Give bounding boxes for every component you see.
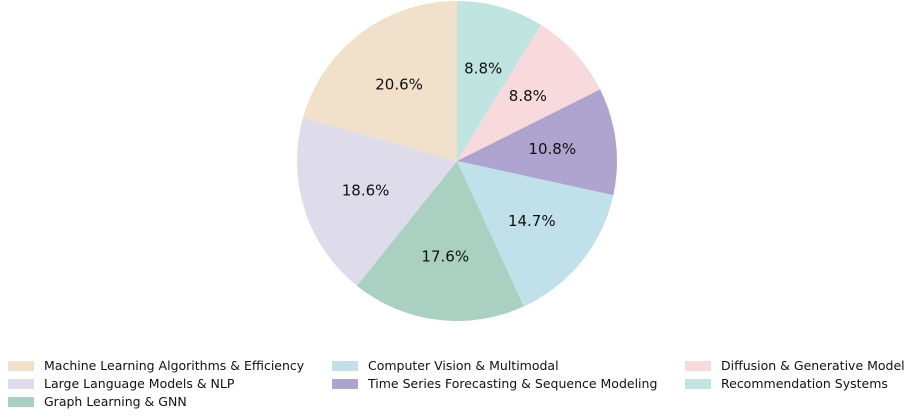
- legend-swatch: [685, 360, 711, 371]
- pie-slice-label-4: 17.6%: [421, 247, 469, 265]
- pie-slice-2: [457, 89, 617, 196]
- legend-swatch: [332, 360, 358, 371]
- pie-slice-0: [457, 1, 542, 161]
- legend-item-ml-algorithms: Machine Learning Algorithms & Efficiency: [8, 357, 304, 374]
- pie-slice-3: [457, 161, 614, 307]
- legend-item-time-series: Time Series Forecasting & Sequence Model…: [332, 375, 657, 392]
- legend-label: Large Language Models & NLP: [44, 376, 235, 391]
- pie-chart: 8.8% 8.8% 10.8% 14.7% 17.6% 18.6% 20.6%: [296, 1, 617, 322]
- pie-slice-5: [296, 117, 457, 286]
- pie-slice-6: [303, 1, 457, 161]
- pie-slice-label-0: 8.8%: [464, 60, 502, 78]
- legend-label: Machine Learning Algorithms & Efficiency: [44, 358, 305, 373]
- pie-slice-label-2: 10.8%: [528, 140, 576, 158]
- legend-item-graph-gnn: Graph Learning & GNN: [8, 393, 187, 410]
- legend-label: Computer Vision & Multimodal: [368, 358, 559, 373]
- legend-label: Time Series Forecasting & Sequence Model…: [368, 376, 658, 391]
- pie-slice-label-1: 8.8%: [509, 87, 547, 105]
- pie-slice-4: [356, 161, 524, 322]
- legend-swatch: [8, 360, 34, 371]
- legend-swatch: [332, 378, 358, 389]
- legend-label: Diffusion & Generative Model: [721, 358, 905, 373]
- pie-slice-label-5: 18.6%: [342, 181, 390, 199]
- legend-item-llm-nlp: Large Language Models & NLP: [8, 375, 234, 392]
- legend-swatch: [8, 378, 34, 389]
- legend-swatch: [685, 378, 711, 389]
- pie-slice-1: [457, 24, 601, 162]
- legend-label: Graph Learning & GNN: [44, 394, 187, 409]
- legend-item-recommendation: Recommendation Systems: [685, 375, 888, 392]
- pie-slice-label-3: 14.7%: [508, 212, 556, 230]
- legend: Machine Learning Algorithms & Efficiency…: [0, 357, 914, 417]
- legend-item-diffusion: Diffusion & Generative Model: [685, 357, 905, 374]
- legend-label: Recommendation Systems: [721, 376, 888, 391]
- legend-swatch: [8, 396, 34, 407]
- legend-item-computer-vision: Computer Vision & Multimodal: [332, 357, 559, 374]
- pie-slice-label-6: 20.6%: [375, 75, 423, 93]
